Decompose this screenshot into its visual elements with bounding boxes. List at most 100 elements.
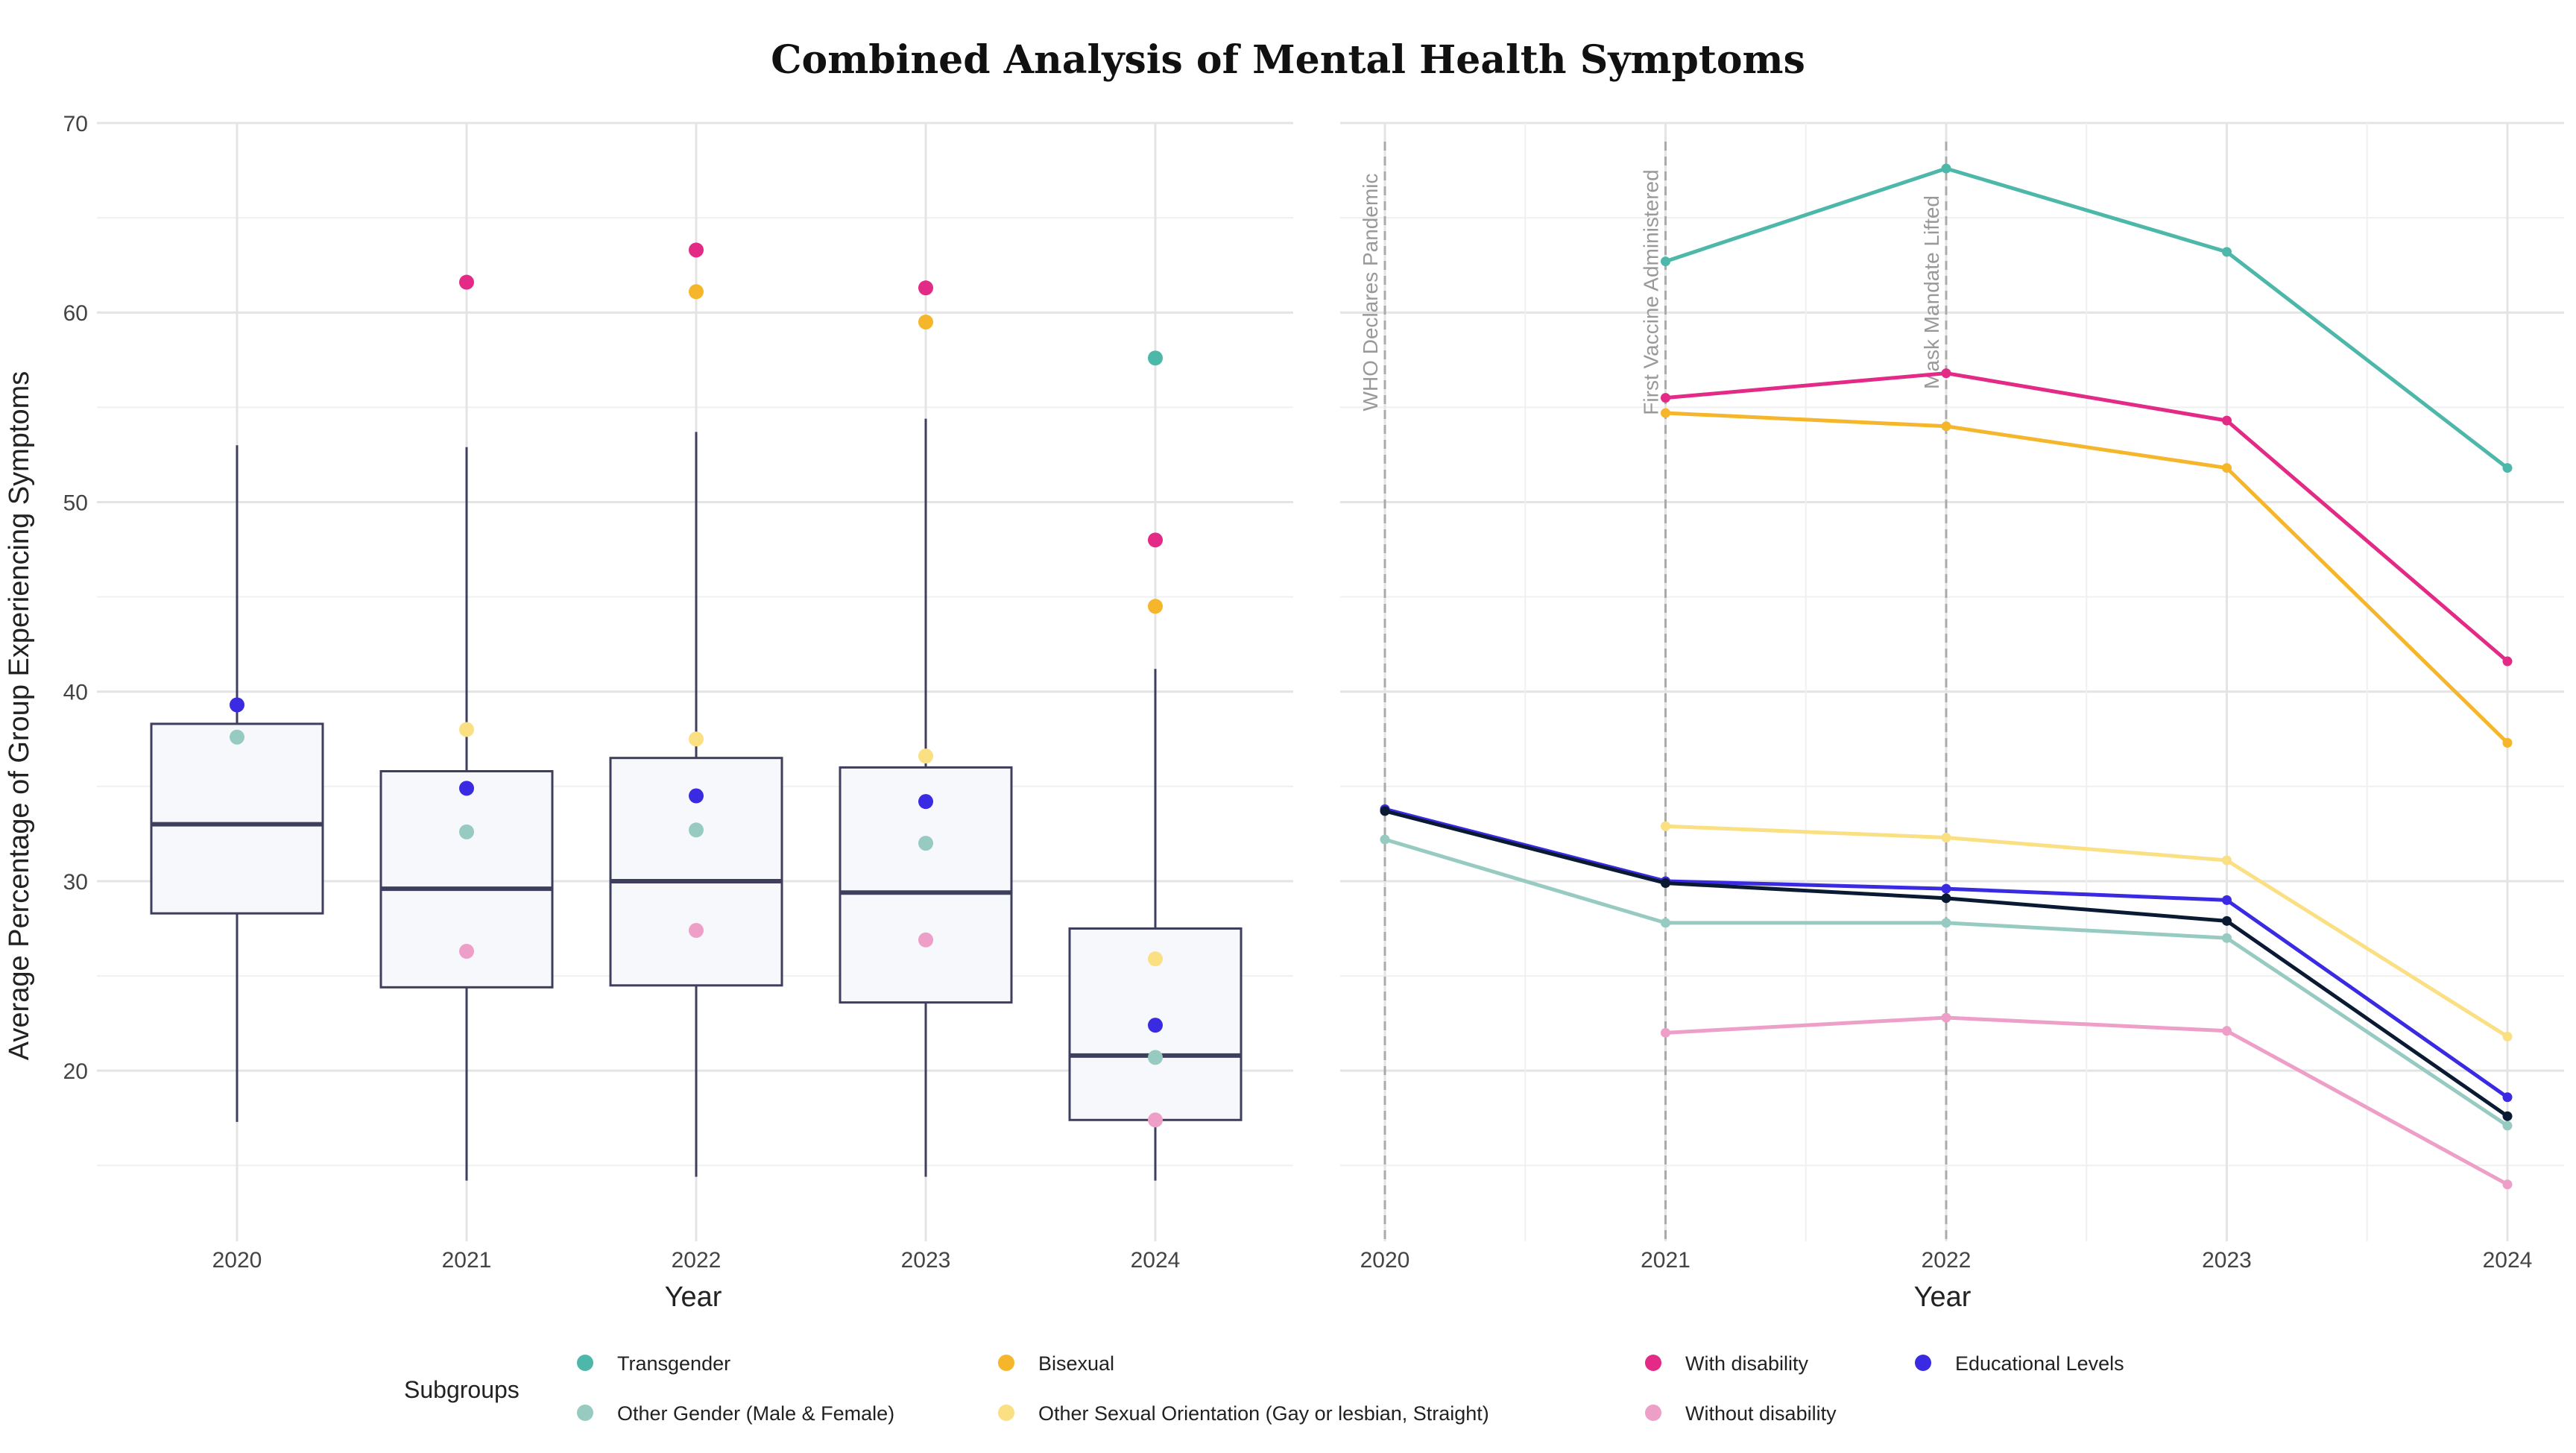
series-point <box>1941 893 1951 904</box>
series-point <box>2502 1111 2513 1121</box>
series-point <box>1380 834 1390 845</box>
legend-swatch <box>577 1355 593 1371</box>
series-point <box>2502 1179 2513 1190</box>
subgroup-point <box>459 944 474 959</box>
x-tick-label: 2022 <box>672 1248 722 1273</box>
series-point <box>2222 895 2232 905</box>
series-point <box>1661 1027 1670 1038</box>
series-point <box>1661 256 1670 267</box>
x-tick-label: 2021 <box>442 1248 492 1273</box>
subgroup-point <box>459 274 474 290</box>
legend-label: With disability <box>1685 1352 1809 1375</box>
series-point <box>2222 1026 2232 1036</box>
subgroup-point <box>230 697 244 713</box>
series-point <box>1661 821 1670 831</box>
subgroup-point <box>689 242 704 258</box>
series-point <box>2222 855 2232 866</box>
subgroup-point <box>918 314 933 330</box>
legend-label: Transgender <box>617 1352 730 1375</box>
series-line <box>1664 166 2509 470</box>
series-point <box>1941 883 1951 894</box>
line-chart-panel: 2020 2021 2022 2023 2024 WHO Declares Pandemi… <box>1340 122 2564 1273</box>
series-point <box>1941 163 1951 174</box>
x-tick-label: 2023 <box>901 1248 951 1273</box>
series-point <box>1661 408 1670 418</box>
subgroup-point <box>459 722 474 737</box>
legend-swatch <box>577 1405 593 1421</box>
series-point <box>2222 933 2232 943</box>
series-point <box>2502 463 2513 473</box>
series-point <box>2222 463 2232 473</box>
x-tick-label: 2023 <box>2202 1248 2252 1273</box>
x-axis-label-left: Year <box>665 1282 722 1313</box>
legend-label: Educational Levels <box>1955 1352 2124 1375</box>
event-annotation-label: First Vaccine Administered <box>1640 169 1663 415</box>
subgroup-point <box>689 284 704 300</box>
series-point <box>1941 918 1951 928</box>
legend-label: Without disability <box>1685 1402 1837 1425</box>
series-point <box>2222 415 2232 426</box>
legend-label: Other Gender (Male & Female) <box>617 1402 894 1425</box>
x-tick-label: 2024 <box>1131 1248 1181 1273</box>
subgroup-point <box>689 788 704 804</box>
series-point <box>2502 1092 2513 1103</box>
legend-swatch <box>998 1355 1014 1371</box>
series-point <box>1661 918 1670 928</box>
box-plot-panel: 20 30 40 50 60 70 2020 2021 2022 2023 2024 <box>63 112 1293 1273</box>
subgroup-point <box>689 923 704 939</box>
subgroup-point <box>459 781 474 796</box>
series-point <box>1661 393 1670 403</box>
subgroup-point <box>1148 532 1163 548</box>
series-point <box>1380 806 1390 816</box>
series-point <box>1661 877 1670 888</box>
y-axis-label: Average Percentage of Group Experiencing… <box>4 371 35 1060</box>
legend-swatch <box>1915 1355 1931 1371</box>
legend-label: Bisexual <box>1038 1352 1114 1375</box>
series-line <box>1665 371 2509 663</box>
x-tick-label: 2021 <box>1641 1248 1690 1273</box>
subgroup-point <box>1148 951 1163 967</box>
subgroup-point <box>918 932 933 948</box>
series-point <box>1941 1012 1951 1023</box>
x-tick-label: 2024 <box>2483 1248 2533 1273</box>
subgroup-point <box>1148 1112 1163 1128</box>
subgroup-point <box>689 822 704 838</box>
subgroup-point <box>918 748 933 764</box>
legend-label: Other Sexual Orientation (Gay or lesbian… <box>1038 1402 1489 1425</box>
legend-swatch <box>1645 1355 1661 1371</box>
legend-swatch <box>998 1405 1014 1421</box>
x-tick-label: 2020 <box>212 1248 262 1273</box>
subgroup-point <box>230 729 244 745</box>
x-axis-label-right: Year <box>1914 1282 1972 1313</box>
y-tick-label: 20 <box>63 1059 88 1084</box>
x-tick-label: 2022 <box>1922 1248 1972 1273</box>
chart-title: Combined Analysis of Mental Health Sympt… <box>771 37 1805 83</box>
series-point <box>2502 1121 2513 1131</box>
subgroup-point <box>1148 1050 1163 1065</box>
series-point <box>1941 832 1951 842</box>
series-point <box>1941 421 1951 432</box>
series-line <box>1665 824 2509 1038</box>
series-line <box>1665 411 2509 745</box>
subgroup-point <box>918 280 933 296</box>
series-point <box>2502 1031 2513 1041</box>
subgroup-point <box>1148 1018 1163 1033</box>
box-body <box>150 722 324 915</box>
subgroup-point <box>918 794 933 810</box>
y-tick-label: 40 <box>63 681 88 705</box>
subgroup-point <box>689 731 704 747</box>
legend-swatch <box>1645 1405 1661 1421</box>
event-annotation-label: WHO Declares Pandemic <box>1359 174 1382 412</box>
y-tick-label: 70 <box>63 112 88 136</box>
subgroup-point <box>459 824 474 839</box>
series-point <box>2502 737 2513 748</box>
x-tick-label: 2020 <box>1360 1248 1410 1273</box>
series-point <box>1941 368 1951 379</box>
event-annotation-label: Mask Mandate Lifted <box>1920 195 1943 389</box>
series-point <box>2502 656 2513 666</box>
subgroup-point <box>918 836 933 851</box>
subgroup-point <box>1148 350 1163 366</box>
y-tick-label: 30 <box>63 870 88 895</box>
